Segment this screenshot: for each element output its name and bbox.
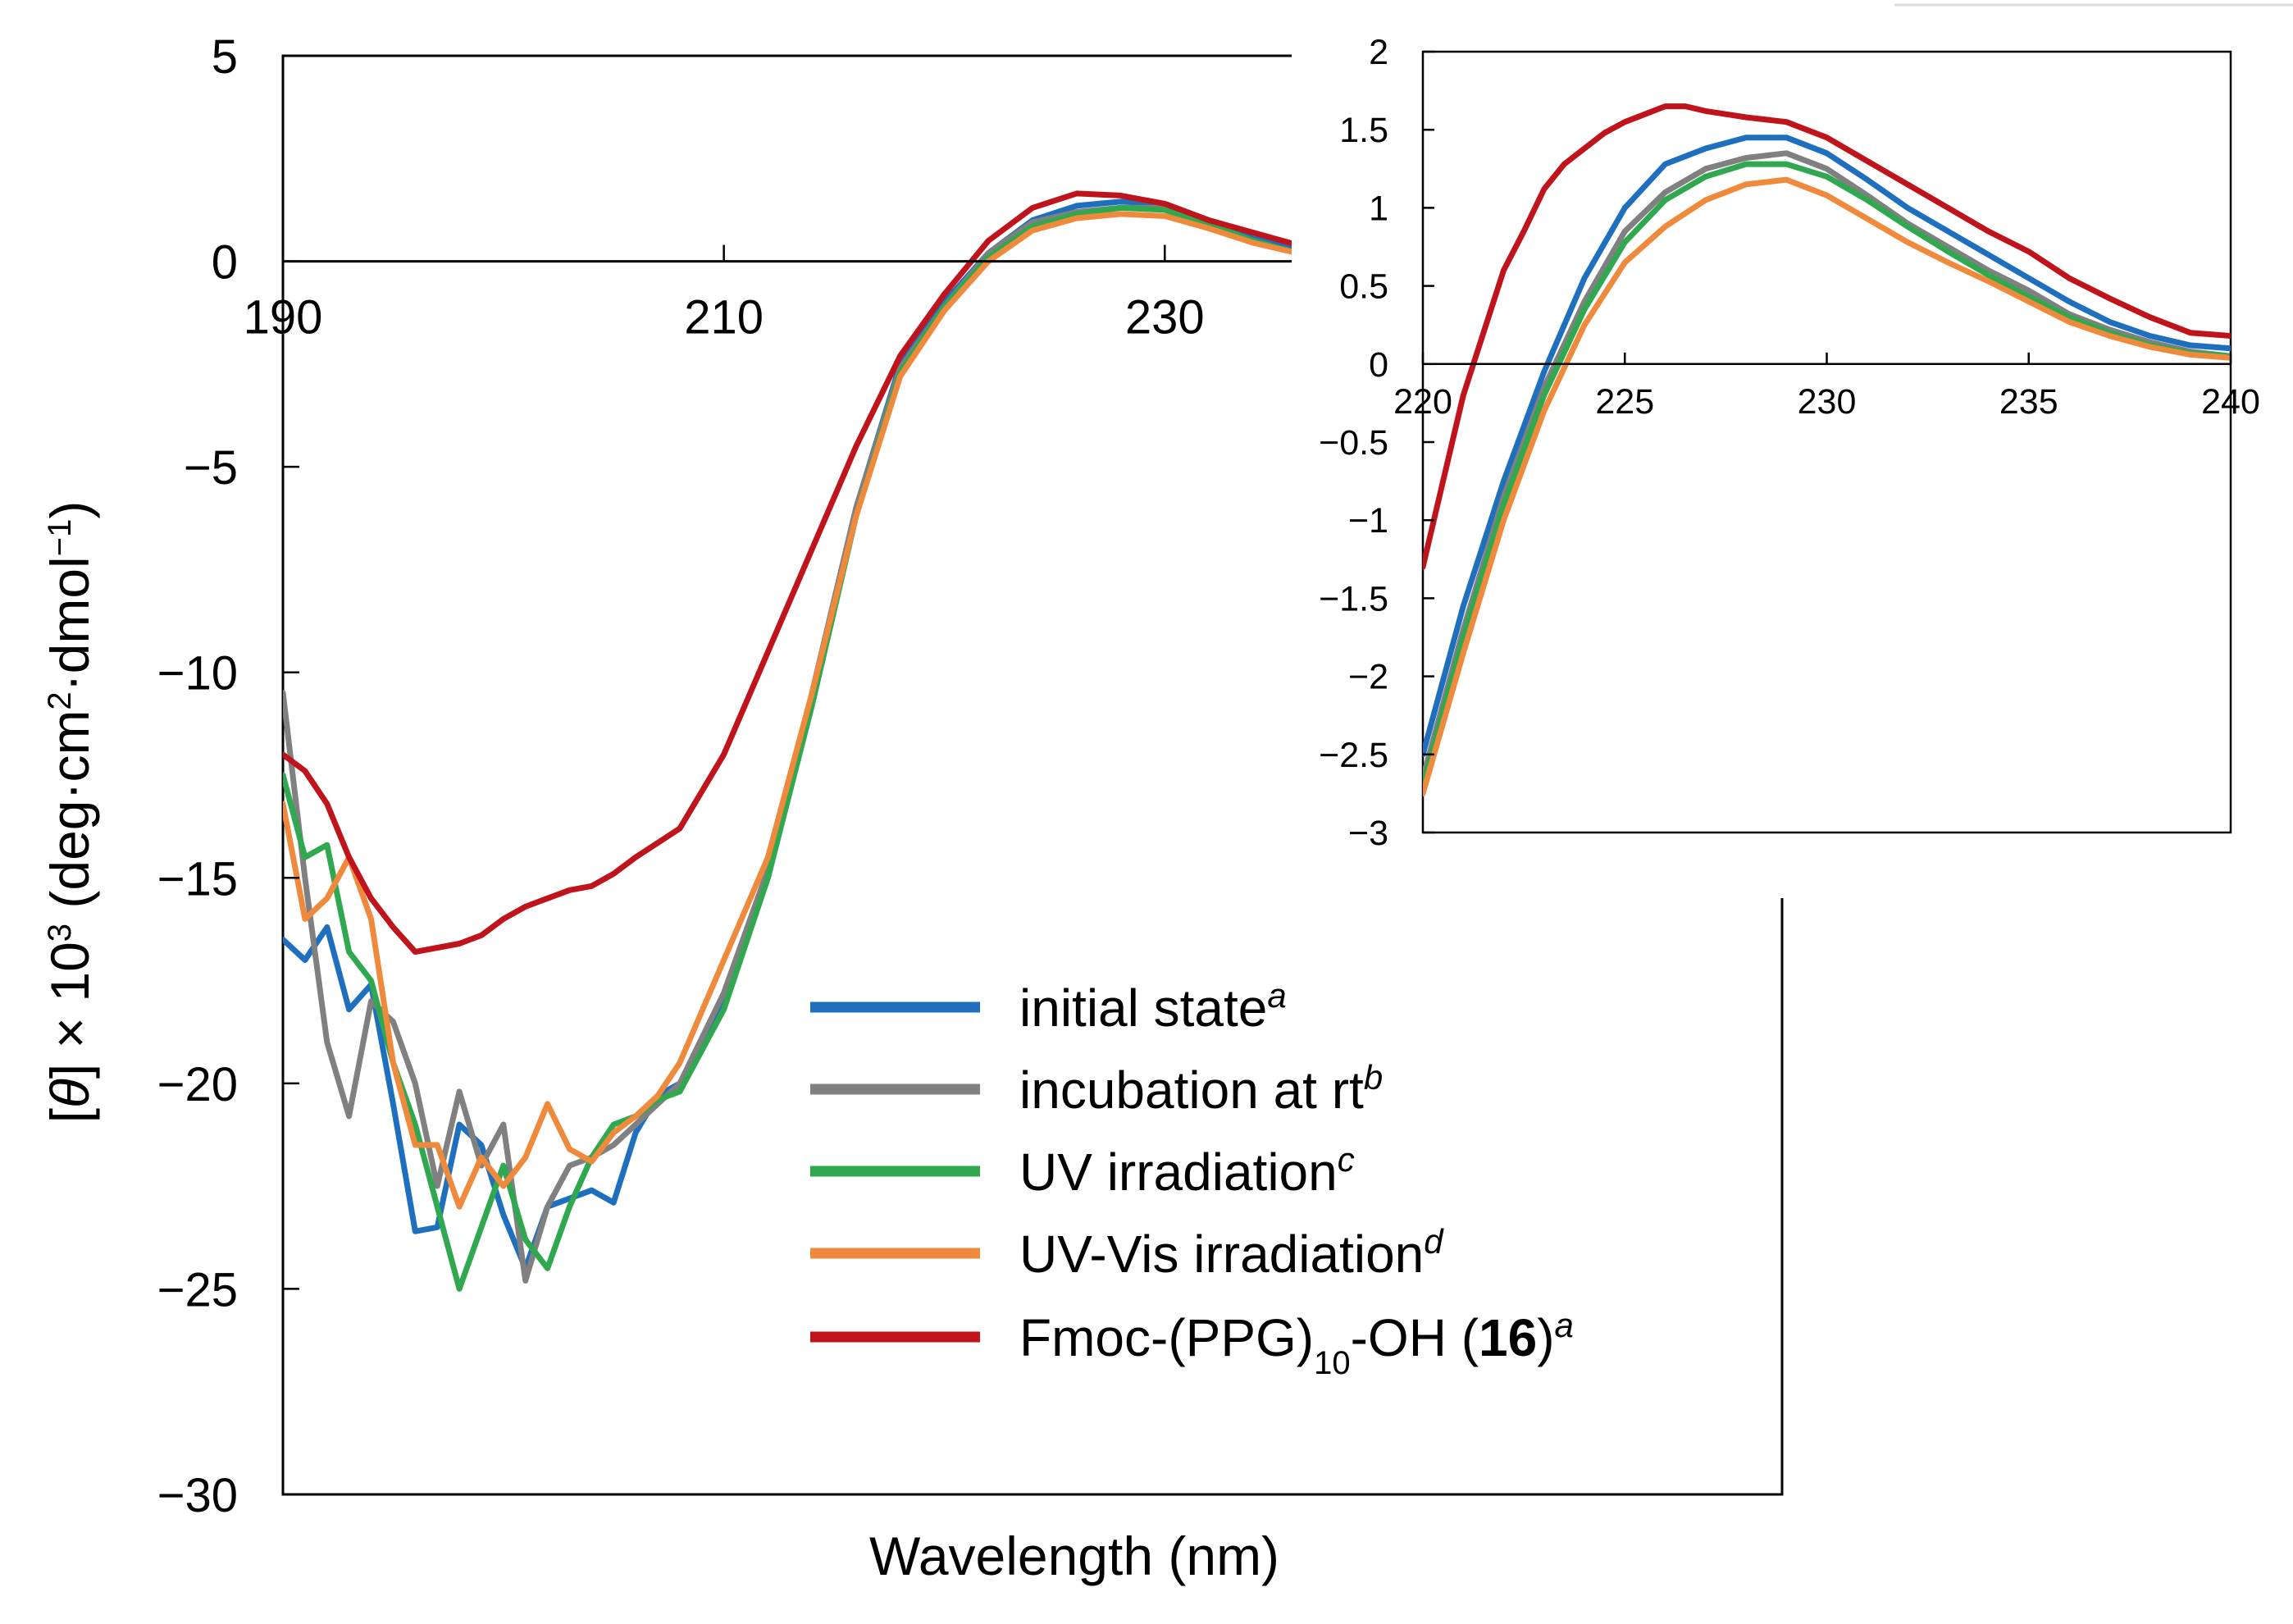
main-y-tick-label: −20 bbox=[157, 1058, 238, 1111]
main-y-tick-label: −15 bbox=[157, 852, 238, 906]
y-axis-title-unit-b: ·dmol bbox=[39, 556, 100, 691]
legend-label-initial-state: initial statea bbox=[1019, 976, 1287, 1038]
inset-x-tick-label: 235 bbox=[1999, 382, 2058, 422]
inset-y-tick-label: −3 bbox=[1348, 814, 1388, 853]
inset-y-tick-label: 0.5 bbox=[1339, 267, 1388, 307]
inset-background bbox=[1292, 0, 2293, 898]
legend: initial statea incubation at rtb UV irra… bbox=[810, 976, 1574, 1382]
main-y-tick-label: −10 bbox=[157, 647, 238, 700]
y-axis-title-exp-neg1: −1 bbox=[42, 519, 78, 557]
main-series-uv-vis-irradiation bbox=[283, 211, 1782, 1210]
main-y-tick-label: −5 bbox=[184, 441, 238, 495]
main-y-tick-label: 5 bbox=[212, 30, 238, 84]
inset-x-tick-label: 230 bbox=[1798, 382, 1857, 422]
y-axis-title-theta: θ bbox=[39, 1079, 100, 1108]
inset-y-tick-label: 0 bbox=[1369, 345, 1388, 385]
inset-y-tick-label: −2.5 bbox=[1319, 736, 1388, 775]
y-axis-title-bracket: [ bbox=[39, 1108, 100, 1123]
inset-x-tick-label: 225 bbox=[1595, 382, 1654, 422]
x-axis-title: Wavelength (nm) bbox=[869, 1526, 1279, 1586]
inset-plot: 220 225 230 235 240 2 1.5 1 0.5 0 −0.5 −1 −1.5 −2 −2.… bbox=[1292, 0, 2293, 898]
legend-label-uv-vis-irradiation: UV-Vis irradiationd bbox=[1019, 1222, 1444, 1284]
main-series-group bbox=[283, 190, 1782, 1292]
main-x-tick-label: 230 bbox=[1125, 291, 1205, 344]
main-y-ticks: 5 0 −5 −10 −15 −20 −25 −30 bbox=[157, 30, 299, 1522]
inset-series-uv-irradiation bbox=[1423, 161, 2231, 789]
y-axis-title: [θ] × 103 (deg·cm2·dmol−1) bbox=[39, 501, 100, 1124]
inset-y-ticks: 2 1.5 1 0.5 0 −0.5 −1 −1.5 −2 −2.5 −3 bbox=[1319, 33, 1434, 853]
main-series-fmoc-ppg-10-oh-16 bbox=[283, 190, 1782, 955]
inset-y-tick-label: 1 bbox=[1369, 189, 1388, 228]
inset-y-tick-label: 2 bbox=[1369, 33, 1388, 72]
main-y-tick-label: 0 bbox=[212, 236, 238, 290]
inset-x-tick-label: 240 bbox=[2201, 382, 2260, 422]
y-axis-title-mid: ] × 10 bbox=[39, 942, 100, 1079]
y-axis-title-exp2: 2 bbox=[42, 691, 78, 709]
inset-x-tick-label: 220 bbox=[1393, 382, 1452, 422]
y-axis-title-exp3: 3 bbox=[42, 924, 78, 942]
legend-label-fmoc-ppg: Fmoc-(PPG)10-OH (16)a bbox=[1019, 1306, 1574, 1382]
inset-y-tick-label: −1.5 bbox=[1319, 579, 1388, 618]
inset-x-ticks: 220 225 230 235 240 bbox=[1393, 352, 2260, 422]
inset-series-initial-state bbox=[1423, 135, 2231, 758]
main-y-tick-label: −25 bbox=[157, 1263, 238, 1316]
main-x-tick-label: 190 bbox=[244, 291, 323, 344]
legend-label-incubation: incubation at rtb bbox=[1019, 1058, 1383, 1120]
inset-series-incubation-at-rt bbox=[1423, 150, 2231, 781]
inset-series-fmoc-ppg-10-oh-16 bbox=[1423, 103, 2231, 570]
y-axis-title-unit-a: (deg·cm bbox=[39, 710, 100, 924]
inset-y-tick-label: −0.5 bbox=[1319, 423, 1388, 463]
main-y-tick-label: −30 bbox=[157, 1469, 238, 1522]
inset-y-tick-label: −2 bbox=[1348, 658, 1388, 697]
inset-y-tick-label: 1.5 bbox=[1339, 111, 1388, 150]
inset-y-tick-label: −1 bbox=[1348, 501, 1388, 541]
y-axis-title-close: ) bbox=[39, 501, 100, 519]
inset-series-group bbox=[1423, 103, 2231, 796]
main-x-tick-label: 210 bbox=[684, 291, 764, 344]
inset-series-uv-vis-irradiation bbox=[1423, 176, 2231, 796]
legend-label-uv-irradiation: UV irradiationc bbox=[1019, 1140, 1355, 1202]
